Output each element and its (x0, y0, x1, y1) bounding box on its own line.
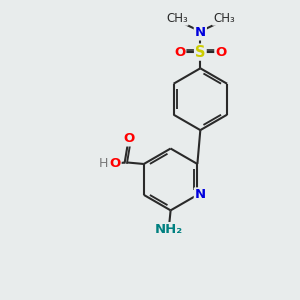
Text: O: O (124, 133, 135, 146)
Text: CH₃: CH₃ (166, 12, 188, 25)
Text: CH₃: CH₃ (213, 12, 235, 25)
Text: S: S (195, 45, 206, 60)
Text: N: N (195, 188, 206, 201)
Text: NH₂: NH₂ (155, 223, 183, 236)
Text: O: O (110, 158, 121, 170)
Text: H: H (98, 158, 108, 170)
Text: O: O (215, 46, 226, 59)
Text: N: N (195, 26, 206, 40)
Text: O: O (174, 46, 185, 59)
